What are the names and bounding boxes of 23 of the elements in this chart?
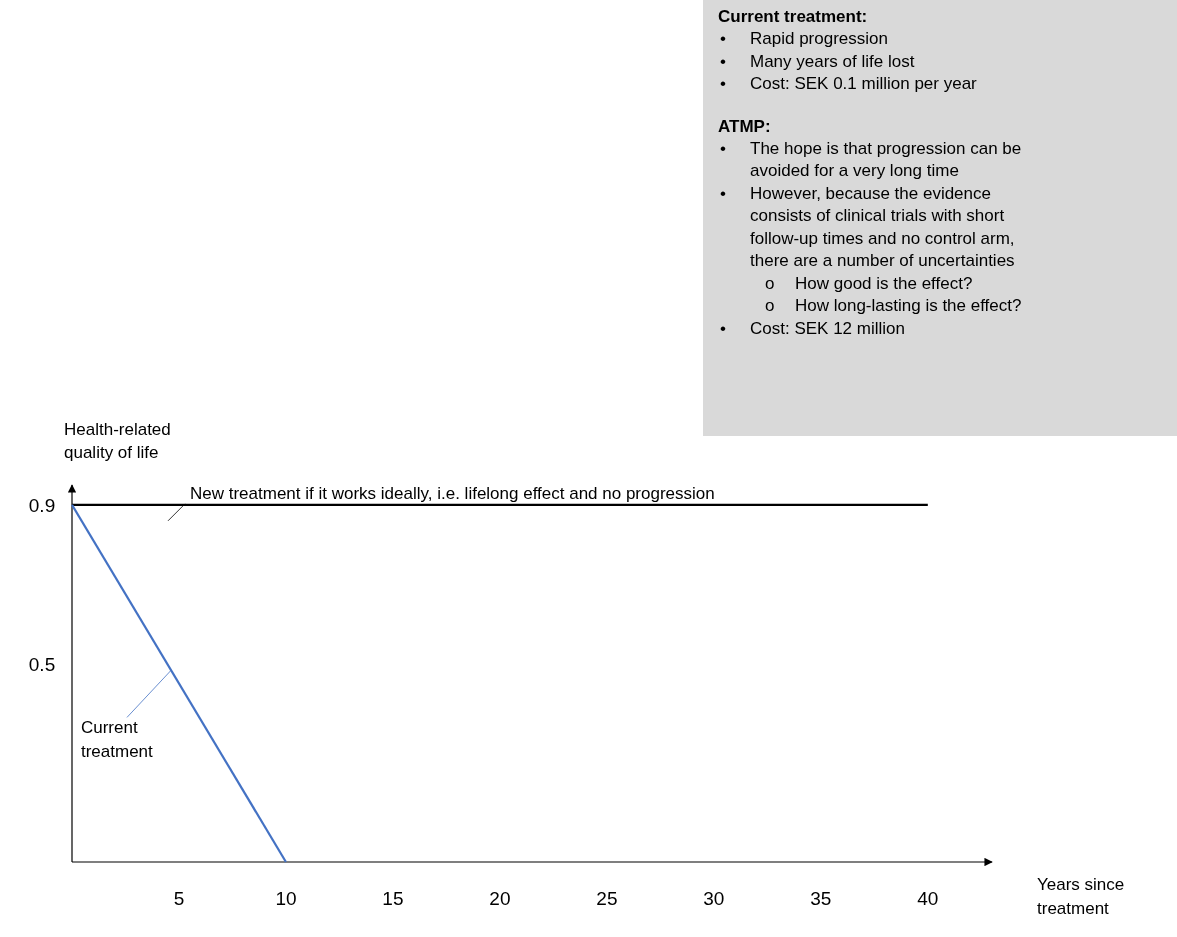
y-tick-label: 0.5 (28, 653, 56, 675)
text: • The hope is that progression can be avoided for a very long time (720, 138, 1022, 180)
text: • Cost: SEK 0.1 million per year (720, 74, 977, 93)
series-label: New treatment if it works ideally, i.e. lifelong effect and no progression (190, 483, 715, 503)
x-tick-label: 30 (703, 888, 725, 909)
text: o How long-lasting is the effect? (765, 296, 1022, 315)
y-axis-title: Health-related quality of life (64, 420, 171, 462)
text: • Cost: SEK 12 million (720, 318, 905, 338)
x-tick-label: 35 (810, 888, 832, 909)
x-axis-title: Years since treatment (1037, 875, 1125, 918)
x-tick-label: 20 (489, 888, 511, 909)
text: Current treatment (80, 718, 154, 762)
x-tick-label: 10 (275, 888, 297, 909)
text: o How good is the effect? (765, 273, 973, 293)
text: • Many years of life lost (720, 51, 915, 71)
x-tick-label: 40 (917, 888, 939, 909)
x-tick-label: 5 (173, 888, 185, 909)
text: Current treatment: (718, 7, 868, 26)
y-tick-label: 0.9 (28, 494, 56, 516)
x-tick-label: 25 (596, 888, 618, 909)
x-tick-label: 15 (382, 888, 404, 909)
text: • Rapid progression (720, 29, 888, 48)
text: ATMP: (718, 116, 771, 136)
